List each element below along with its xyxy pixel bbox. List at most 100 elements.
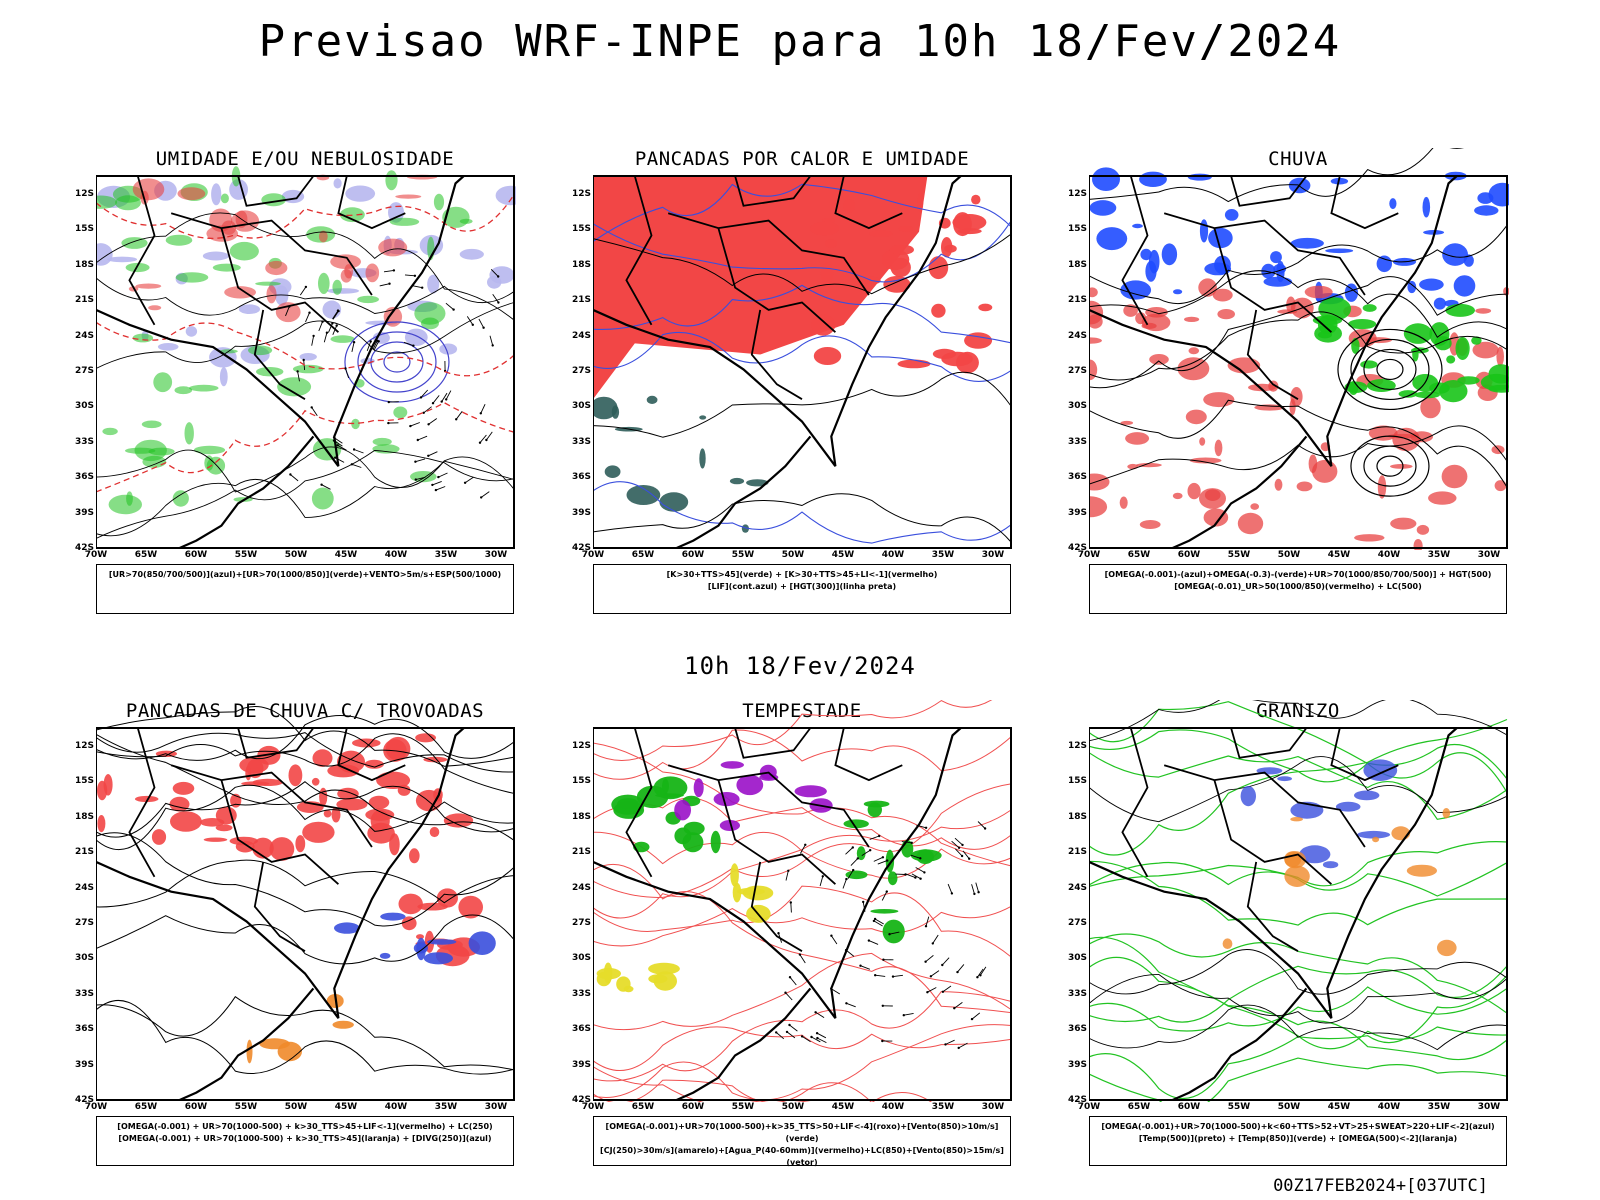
longitude-label: 30W <box>981 1102 1005 1112</box>
contour-line <box>1089 700 1508 742</box>
longitude-label: 30W <box>484 550 508 560</box>
contour-line <box>1089 752 1508 820</box>
latitude-label: 42S <box>74 1095 94 1105</box>
weather-area <box>1135 312 1147 325</box>
weather-map <box>593 175 1012 550</box>
map-frame <box>1089 727 1508 1101</box>
weather-area <box>121 237 148 249</box>
state-border <box>750 309 803 400</box>
weather-area <box>869 230 893 238</box>
weather-area <box>971 194 981 205</box>
legend-line: [OMEGA(-0.01)_UR>50(1000/850)(vermelho) … <box>1174 582 1422 591</box>
wind-vector-head <box>427 454 430 457</box>
weather-map <box>96 166 516 550</box>
latitude-label: 27S <box>74 918 94 928</box>
contour-line <box>593 220 1012 283</box>
wind-vector <box>321 484 331 490</box>
weather-area <box>964 332 993 349</box>
latitude-label: 24S <box>571 330 591 341</box>
longitude-label: 30W <box>981 550 1005 560</box>
contour-line <box>96 733 515 794</box>
longitude-label: 35W <box>931 1102 955 1112</box>
legend-line: [OMEGA(-0.001)+UR>70(1000-500)+k>35_TTS>… <box>605 1122 999 1143</box>
cyclone-contour <box>1376 358 1404 381</box>
wind-vector-head <box>334 456 337 459</box>
contour-line <box>1089 986 1508 1032</box>
legend-line: [UR>70(850/700/500)](azul)+[UR>70(1000/8… <box>108 570 502 579</box>
state-border <box>237 727 315 759</box>
weather-area <box>1354 790 1380 801</box>
state-border <box>734 727 812 759</box>
wind-vector <box>892 974 903 978</box>
wind-vector-head <box>434 488 438 492</box>
panel-title: PANCADAS DE CHUVA C/ TROVOADAS <box>125 700 485 722</box>
wind-vector-head <box>497 301 500 304</box>
weather-area <box>820 262 834 285</box>
wind-vector <box>831 988 841 995</box>
wind-vector-head <box>845 877 848 881</box>
weather-area <box>1475 308 1492 314</box>
longitude-label: 50W <box>1277 550 1301 560</box>
contour-line <box>1089 860 1508 926</box>
longitude-label: 50W <box>781 550 805 560</box>
longitude-label: 30W <box>484 1102 508 1112</box>
weather-area <box>1437 939 1457 957</box>
wind-vector <box>417 435 428 441</box>
weather-area <box>1354 534 1385 542</box>
wind-vector-head <box>816 1036 819 1040</box>
latitude-label: 24S <box>74 882 94 893</box>
panel-legend: [OMEGA(-0.001) + UR>70(1000-500) + k>30_… <box>96 1116 514 1166</box>
weather-area <box>1372 836 1380 843</box>
weather-area <box>1367 379 1396 392</box>
weather-area <box>1214 439 1223 457</box>
weather-area <box>165 234 193 246</box>
contour-line <box>96 733 515 841</box>
longitude-label: 65W <box>134 1102 158 1112</box>
wind-vector <box>480 491 490 498</box>
wind-vector <box>846 1002 856 1008</box>
wind-vector-head <box>416 438 419 442</box>
weather-area <box>1414 391 1441 399</box>
latitude-label: 33S <box>571 988 591 999</box>
latitude-label: 15S <box>571 224 591 235</box>
panel-title: CHUVA <box>1268 148 1328 170</box>
state-border <box>717 227 836 333</box>
state-border <box>1213 779 1332 885</box>
weather-area <box>944 244 957 253</box>
wind-vector-head <box>471 323 474 326</box>
weather-area <box>458 895 484 919</box>
contour-line <box>1089 270 1508 338</box>
wind-vector-head <box>789 901 792 904</box>
contour-line <box>96 781 515 838</box>
weather-area <box>1317 331 1333 339</box>
map-frame <box>96 727 515 1101</box>
weather-area <box>1096 227 1128 251</box>
wind-vector-head <box>785 1030 789 1034</box>
wind-vector-head <box>881 1004 884 1007</box>
wind-vector <box>819 876 824 887</box>
weather-area <box>395 194 422 199</box>
wind-vector <box>785 870 789 881</box>
weather-area <box>1119 496 1128 509</box>
latitude-label: 24S <box>74 330 94 341</box>
wind-vector-head <box>968 857 971 860</box>
latitude-label: 27S <box>1067 918 1087 928</box>
weather-area <box>1270 251 1282 264</box>
weather-area <box>229 836 258 846</box>
weather-area <box>646 395 658 404</box>
contour-line <box>1089 718 1508 856</box>
wind-vector <box>951 840 960 849</box>
contour-line <box>1089 225 1508 305</box>
latitude-label: 15S <box>571 776 591 787</box>
weather-area <box>132 178 165 201</box>
contour-line <box>593 729 1012 780</box>
latitude-label: 21S <box>74 295 94 306</box>
map-frame <box>593 727 1012 1101</box>
weather-area <box>1224 209 1239 221</box>
map-panel: CHUVA 12S 15S 18S 21S 24S 27S 30S 33S 36S 39S 42S 70… <box>1059 148 1519 628</box>
weather-area <box>824 239 838 249</box>
wind-vector-head <box>869 849 872 852</box>
wind-vector <box>958 1042 968 1049</box>
weather-area <box>318 272 330 294</box>
wind-vector-head <box>821 875 824 878</box>
